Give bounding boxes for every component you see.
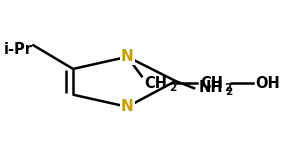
Text: NH: NH (198, 80, 223, 95)
Text: OH: OH (255, 76, 280, 91)
Text: i-Pr: i-Pr (4, 42, 33, 57)
Text: 2: 2 (225, 83, 232, 93)
Text: N: N (121, 49, 134, 64)
Text: 2: 2 (225, 87, 232, 97)
Text: CH: CH (144, 76, 167, 91)
Text: N: N (121, 99, 134, 114)
Text: 2: 2 (169, 83, 176, 93)
Text: CH: CH (200, 76, 223, 91)
